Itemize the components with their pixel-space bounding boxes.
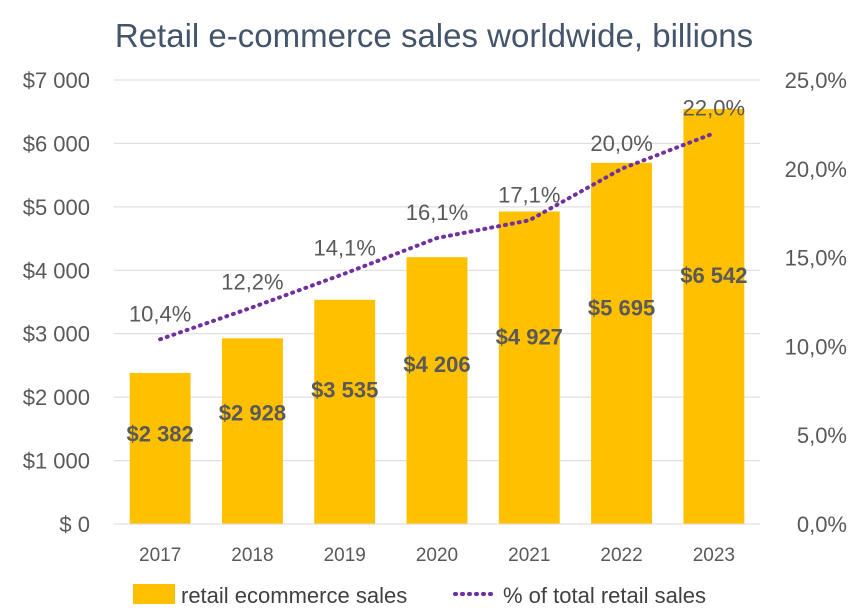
left-tick-label: $3 000 [23, 322, 90, 347]
bar [129, 372, 191, 524]
chart-title: Retail e-commerce sales worldwide, billi… [115, 17, 753, 54]
bar-data-label: $2 382 [126, 421, 193, 446]
legend: retail ecommerce sales % of total retail… [133, 583, 706, 608]
x-tick-label: 2018 [231, 545, 273, 566]
bar-data-label: $3 535 [311, 377, 378, 402]
x-tick-label: 2017 [139, 545, 181, 566]
line-data-label: 16,1% [406, 200, 468, 225]
right-tick-label: 20,0% [785, 157, 847, 182]
bar-data-label: $2 928 [219, 401, 286, 426]
bar [314, 299, 376, 524]
line-data-label: 14,1% [314, 236, 376, 261]
x-axis: 2017 2018 2019 2020 2021 2022 2023 [114, 523, 760, 566]
left-y-axis: $ 0 $1 000 $2 000 $3 000 $4 000 $5 000 $6 000 $… [23, 68, 90, 537]
line-data-labels: 10,4% 12,2% 14,1% 16,1% 17,1% 20,0% 22,0% [129, 95, 745, 326]
right-tick-label: 5,0% [797, 423, 847, 448]
x-tick-label: 2022 [600, 545, 642, 566]
x-tick-label: 2023 [693, 545, 735, 566]
left-tick-label: $7 000 [23, 68, 90, 93]
line-data-label: 20,0% [590, 131, 652, 156]
x-tick-label: 2019 [324, 545, 366, 566]
left-tick-label: $6 000 [23, 131, 90, 156]
legend-label-line: % of total retail sales [503, 583, 706, 608]
bar-series [129, 109, 745, 524]
left-tick-label: $5 000 [23, 195, 90, 220]
x-tick-label: 2021 [508, 545, 550, 566]
bar-data-label: $5 695 [588, 295, 655, 320]
right-tick-label: 25,0% [785, 68, 847, 93]
right-y-axis: 0,0% 5,0% 10,0% 15,0% 20,0% 25,0% [785, 68, 847, 537]
left-tick-label: $1 000 [23, 449, 90, 474]
bar-data-label: $4 206 [403, 352, 470, 377]
legend-swatch-bar [133, 584, 175, 604]
x-tick-label: 2020 [416, 545, 458, 566]
bar [683, 109, 745, 524]
bar [221, 338, 283, 524]
line-data-label: 17,1% [498, 182, 560, 207]
line-data-label: 10,4% [129, 301, 191, 326]
line-data-label: 22,0% [683, 95, 745, 120]
line-series [158, 131, 716, 342]
legend-label-bar: retail ecommerce sales [181, 583, 407, 608]
left-tick-label: $4 000 [23, 258, 90, 283]
right-tick-label: 0,0% [797, 512, 847, 537]
bar-data-label: $4 927 [496, 324, 563, 349]
line-data-label: 12,2% [221, 269, 283, 294]
bar [406, 257, 468, 524]
line-path [158, 131, 716, 342]
bar-data-label: $6 542 [680, 263, 747, 288]
left-tick-label: $2 000 [23, 385, 90, 410]
bar-data-labels: $2 382 $2 928 $3 535 $4 206 $4 927 $5 695 $6 5… [126, 263, 747, 446]
bar [591, 162, 653, 524]
right-tick-label: 15,0% [785, 246, 847, 271]
bar [498, 211, 560, 524]
right-tick-label: 10,0% [785, 334, 847, 359]
left-tick-label: $ 0 [59, 512, 90, 537]
